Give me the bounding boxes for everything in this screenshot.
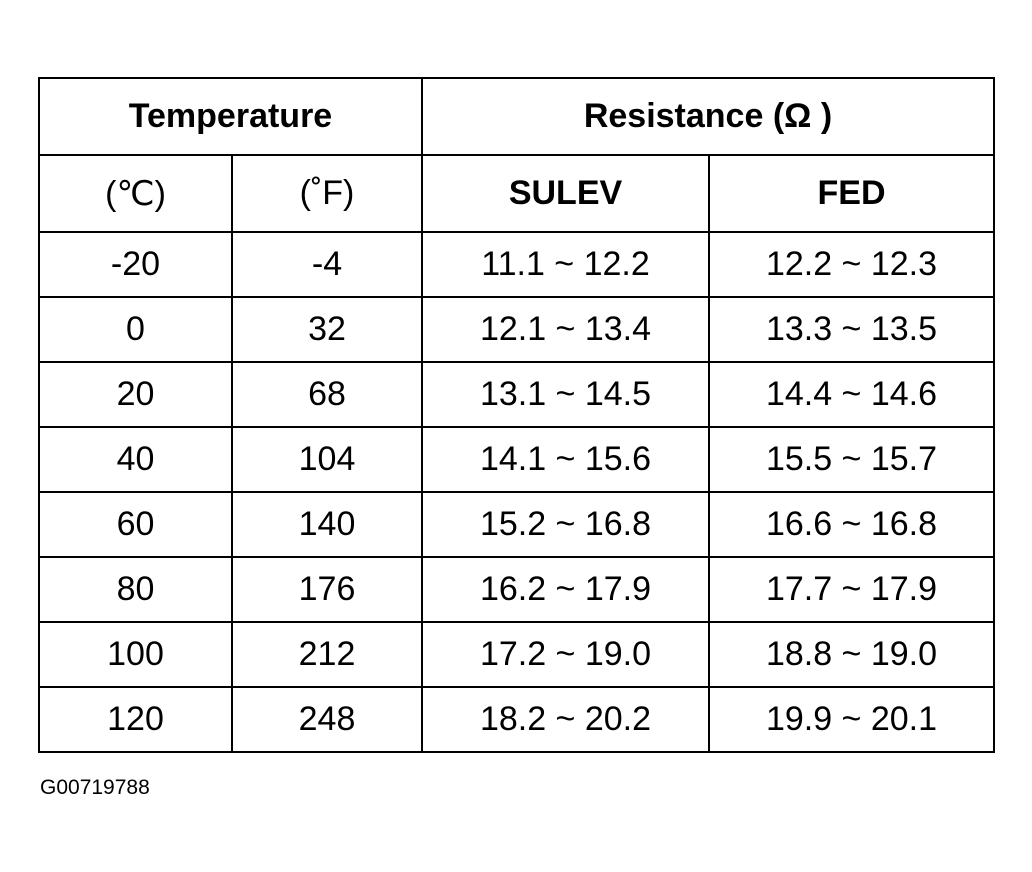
table-row: 0 32 12.1 ~ 13.4 13.3 ~ 13.5 [38, 296, 995, 363]
table-row: 60 140 15.2 ~ 16.8 16.6 ~ 16.8 [38, 491, 995, 558]
celsius-cell: 20 [38, 361, 233, 428]
celsius-cell: 40 [38, 426, 233, 493]
fed-cell: 12.2 ~ 12.3 [708, 231, 995, 298]
table-row: 20 68 13.1 ~ 14.5 14.4 ~ 14.6 [38, 361, 995, 428]
table-row: -20 -4 11.1 ~ 12.2 12.2 ~ 12.3 [38, 231, 995, 298]
sulev-cell: 16.2 ~ 17.9 [421, 556, 710, 623]
fed-cell: 16.6 ~ 16.8 [708, 491, 995, 558]
sulev-cell: 12.1 ~ 13.4 [421, 296, 710, 363]
celsius-header: (℃) [38, 154, 233, 233]
celsius-cell: 120 [38, 686, 233, 753]
table-row: 100 212 17.2 ~ 19.0 18.8 ~ 19.0 [38, 621, 995, 688]
table-header-row: Temperature Resistance (Ω ) [38, 77, 995, 156]
fed-header: FED [708, 154, 995, 233]
fed-cell: 13.3 ~ 13.5 [708, 296, 995, 363]
fahrenheit-cell: 212 [231, 621, 423, 688]
celsius-cell: 100 [38, 621, 233, 688]
fahrenheit-cell: 32 [231, 296, 423, 363]
temperature-header: Temperature [38, 77, 423, 156]
celsius-cell: 80 [38, 556, 233, 623]
fed-cell: 19.9 ~ 20.1 [708, 686, 995, 753]
celsius-cell: 0 [38, 296, 233, 363]
celsius-cell: -20 [38, 231, 233, 298]
figure-code: G00719788 [40, 776, 150, 799]
fahrenheit-cell: 68 [231, 361, 423, 428]
sulev-header: SULEV [421, 154, 710, 233]
table-row: 80 176 16.2 ~ 17.9 17.7 ~ 17.9 [38, 556, 995, 623]
sulev-cell: 14.1 ~ 15.6 [421, 426, 710, 493]
table-subheader-row: (℃) (˚F) SULEV FED [38, 154, 995, 233]
sulev-cell: 18.2 ~ 20.2 [421, 686, 710, 753]
sulev-cell: 11.1 ~ 12.2 [421, 231, 710, 298]
fed-cell: 17.7 ~ 17.9 [708, 556, 995, 623]
fahrenheit-cell: 140 [231, 491, 423, 558]
fed-cell: 18.8 ~ 19.0 [708, 621, 995, 688]
resistance-header: Resistance (Ω ) [421, 77, 995, 156]
fed-cell: 14.4 ~ 14.6 [708, 361, 995, 428]
celsius-cell: 60 [38, 491, 233, 558]
fahrenheit-cell: 248 [231, 686, 423, 753]
fahrenheit-cell: 104 [231, 426, 423, 493]
sulev-cell: 15.2 ~ 16.8 [421, 491, 710, 558]
sulev-cell: 13.1 ~ 14.5 [421, 361, 710, 428]
table-row: 120 248 18.2 ~ 20.2 19.9 ~ 20.1 [38, 686, 995, 753]
fahrenheit-cell: -4 [231, 231, 423, 298]
fahrenheit-cell: 176 [231, 556, 423, 623]
table-row: 40 104 14.1 ~ 15.6 15.5 ~ 15.7 [38, 426, 995, 493]
resistance-spec-table: Temperature Resistance (Ω ) (℃) (˚F) SUL… [38, 77, 995, 753]
fed-cell: 15.5 ~ 15.7 [708, 426, 995, 493]
fahrenheit-header: (˚F) [231, 154, 423, 233]
sulev-cell: 17.2 ~ 19.0 [421, 621, 710, 688]
